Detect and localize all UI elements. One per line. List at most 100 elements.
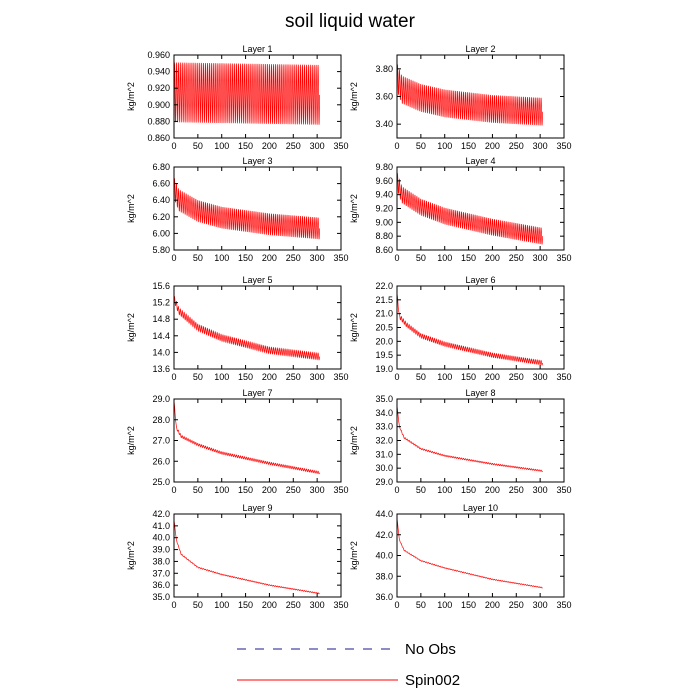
y-tick-label: 42.0: [375, 530, 393, 540]
y-axis-label: kg/m^2: [126, 82, 136, 111]
plot-frame: [173, 54, 342, 139]
y-axis-label: kg/m^2: [126, 426, 136, 455]
x-tick-label: 250: [509, 485, 524, 495]
x-tick-label: 50: [193, 372, 203, 382]
plot-frame: [396, 285, 565, 370]
y-tick-label: 6.40: [152, 195, 170, 205]
y-axis-label: kg/m^2: [126, 313, 136, 342]
chart-panel-layer-6: Layer 6 kg/m^2 0 50 100 150 200 250 300 350 19.0 19…: [349, 275, 572, 382]
x-tick-label: 100: [214, 372, 229, 382]
y-tick-label: 14.4: [152, 331, 170, 341]
y-tick-label: 15.2: [152, 298, 170, 308]
x-tick-label: 350: [556, 485, 571, 495]
plot-frame: [173, 513, 342, 598]
x-tick-label: 50: [193, 485, 203, 495]
y-tick-label: 9.80: [375, 162, 393, 172]
x-tick-label: 150: [461, 600, 476, 610]
y-tick-label: 9.00: [375, 217, 393, 227]
x-tick-label: 200: [262, 253, 277, 263]
plot-frame: [173, 166, 342, 251]
x-tick-label: 100: [437, 372, 452, 382]
x-tick-label: 200: [262, 485, 277, 495]
x-tick-label: 100: [214, 141, 229, 151]
y-tick-label: 3.40: [375, 119, 393, 129]
x-tick-label: 0: [171, 600, 176, 610]
chart-panel-layer-1: Layer 1 kg/m^2 0 50 100 150 200 250 300 350 0.860 0…: [126, 44, 349, 151]
panel-title: Layer 3: [242, 156, 272, 166]
chart-panel-layer-3: Layer 3 kg/m^2 0 50 100 150 200 250 300 350 5.80 6.…: [126, 156, 349, 263]
y-tick-label: 0.900: [147, 100, 170, 110]
x-tick-label: 100: [437, 253, 452, 263]
data-series-line: [173, 401, 320, 475]
y-tick-label: 38.0: [152, 556, 170, 566]
x-tick-label: 200: [262, 141, 277, 151]
x-tick-label: 350: [333, 485, 348, 495]
y-axis-label: kg/m^2: [349, 541, 359, 570]
x-tick-label: 250: [509, 253, 524, 263]
x-tick-label: 250: [286, 600, 301, 610]
panel-title: Layer 8: [465, 388, 495, 398]
x-tick-label: 350: [556, 141, 571, 151]
x-tick-label: 250: [509, 372, 524, 382]
x-tick-label: 350: [556, 600, 571, 610]
y-tick-label: 3.60: [375, 92, 393, 102]
x-tick-label: 150: [238, 253, 253, 263]
x-tick-label: 100: [437, 141, 452, 151]
x-tick-label: 0: [394, 372, 399, 382]
x-tick-label: 300: [533, 141, 548, 151]
y-tick-label: 21.5: [375, 295, 393, 305]
y-tick-label: 30.0: [375, 463, 393, 473]
y-tick-label: 35.0: [152, 592, 170, 602]
x-tick-label: 0: [394, 485, 399, 495]
y-tick-label: 0.920: [147, 83, 170, 93]
x-tick-label: 0: [394, 141, 399, 151]
y-tick-label: 0.860: [147, 133, 170, 143]
y-tick-label: 6.80: [152, 162, 170, 172]
y-tick-label: 14.0: [152, 347, 170, 357]
chart-panel-layer-7: Layer 7 kg/m^2 0 50 100 150 200 250 300 350 25.0 26…: [126, 388, 349, 495]
x-tick-label: 250: [286, 485, 301, 495]
x-tick-label: 150: [238, 141, 253, 151]
y-tick-label: 34.0: [375, 408, 393, 418]
x-tick-label: 0: [394, 600, 399, 610]
panel-title: Layer 1: [242, 44, 272, 54]
y-tick-label: 36.0: [375, 592, 393, 602]
y-axis-label: kg/m^2: [349, 313, 359, 342]
x-tick-label: 200: [485, 372, 500, 382]
y-tick-label: 0.960: [147, 50, 170, 60]
data-series-line: [173, 519, 320, 595]
plot-frame: [173, 285, 342, 370]
x-tick-label: 50: [416, 485, 426, 495]
y-tick-label: 38.0: [375, 571, 393, 581]
x-tick-label: 50: [416, 372, 426, 382]
y-tick-label: 13.6: [152, 364, 170, 374]
x-tick-label: 50: [416, 253, 426, 263]
y-tick-label: 8.80: [375, 231, 393, 241]
x-tick-label: 0: [171, 485, 176, 495]
y-tick-label: 25.0: [152, 477, 170, 487]
y-tick-label: 6.00: [152, 228, 170, 238]
x-tick-label: 50: [416, 600, 426, 610]
panel-title: Layer 4: [465, 156, 495, 166]
x-tick-label: 200: [485, 485, 500, 495]
x-tick-label: 0: [171, 372, 176, 382]
x-tick-label: 50: [193, 253, 203, 263]
x-tick-label: 150: [461, 485, 476, 495]
x-tick-label: 100: [437, 485, 452, 495]
data-series-line: [173, 62, 320, 125]
y-tick-label: 20.0: [375, 336, 393, 346]
x-tick-label: 100: [214, 600, 229, 610]
y-tick-label: 9.60: [375, 176, 393, 186]
figure-title: soil liquid water: [285, 11, 416, 32]
x-tick-label: 150: [238, 600, 253, 610]
data-series-line: [396, 172, 543, 245]
y-tick-label: 29.0: [152, 394, 170, 404]
x-tick-label: 250: [509, 141, 524, 151]
data-series-line: [173, 295, 320, 361]
x-tick-label: 150: [238, 485, 253, 495]
x-tick-label: 200: [485, 141, 500, 151]
y-tick-label: 32.0: [375, 436, 393, 446]
x-tick-label: 300: [310, 141, 325, 151]
x-tick-label: 150: [238, 372, 253, 382]
x-tick-label: 300: [533, 485, 548, 495]
